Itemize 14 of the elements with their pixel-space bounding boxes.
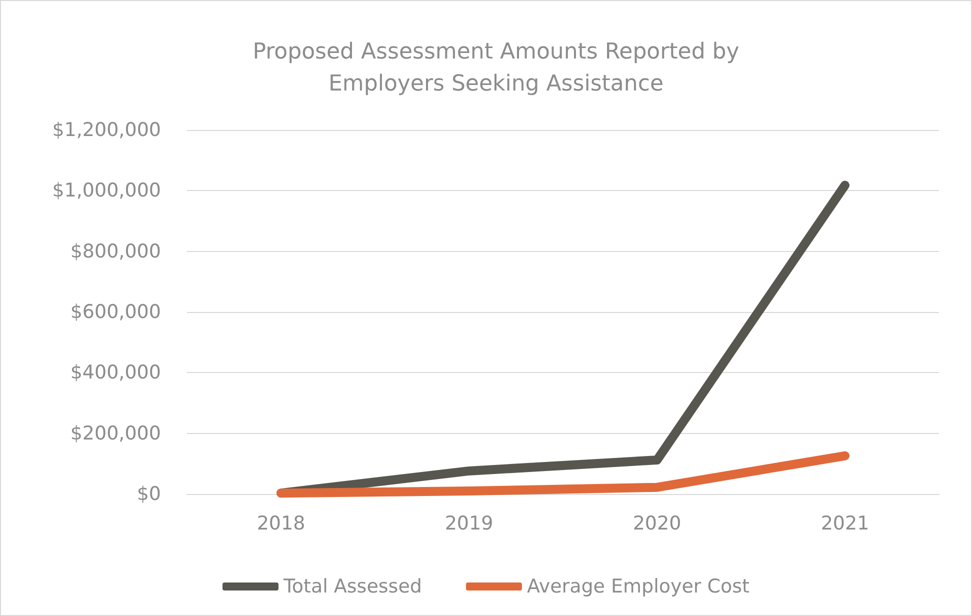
legend-label: Average Employer Cost (526, 576, 750, 598)
y-tick-label: $400,000 (70, 362, 161, 384)
y-tick-label: $1,000,000 (52, 180, 161, 202)
y-tick-label: $1,200,000 (52, 119, 161, 141)
y-tick-label: $200,000 (70, 422, 161, 444)
chart-title: Proposed Assessment Amounts Reported by Employers Seeking Assistance (252, 40, 740, 96)
y-tick-label: $600,000 (70, 301, 161, 323)
legend-label: Total Assessed (282, 576, 422, 598)
y-tick-label: $800,000 (70, 240, 161, 262)
x-tick-label: 2020 (632, 512, 682, 534)
x-tick-label: 2021 (820, 512, 870, 534)
x-tick-label: 2019 (444, 512, 494, 534)
x-tick-label: 2018 (256, 512, 306, 534)
y-tick-label: $0 (136, 483, 161, 505)
